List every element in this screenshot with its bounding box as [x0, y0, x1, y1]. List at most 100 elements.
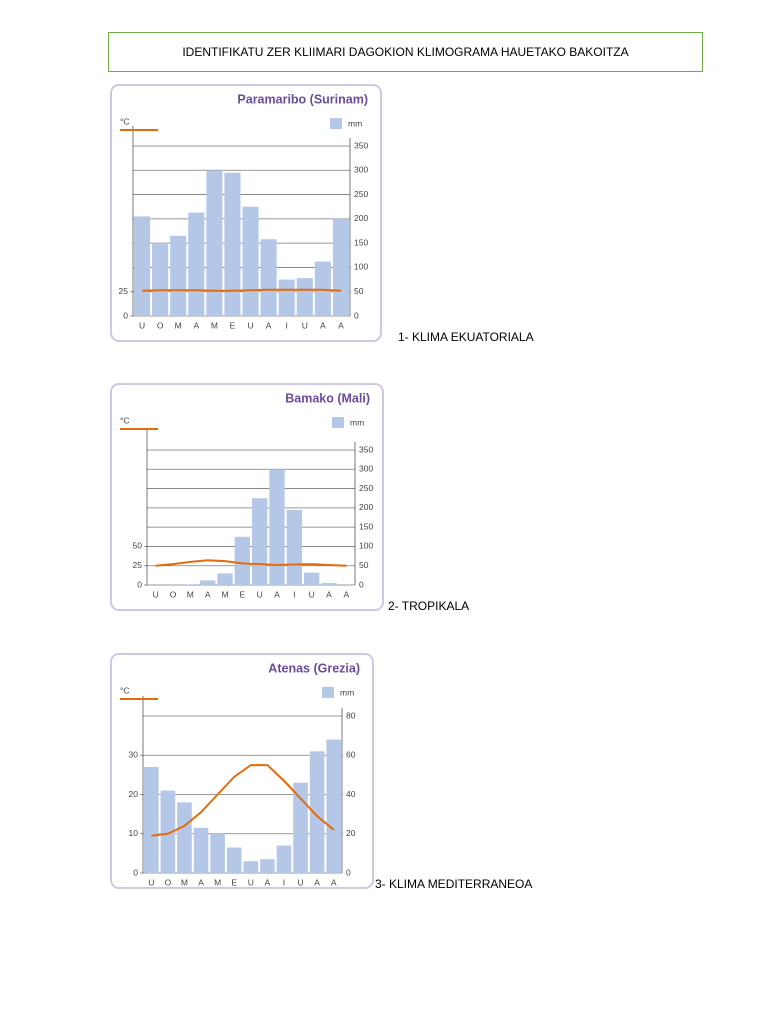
y-tick-label: 0 [123, 310, 128, 320]
bar [321, 583, 337, 585]
caption: 3- KLIMA MEDITERRANEOA [375, 877, 533, 891]
y2-tick-label: 150 [359, 521, 373, 531]
bar [152, 244, 169, 316]
x-tick-label: U [148, 877, 154, 887]
bar [332, 218, 349, 316]
chart: Bamako (Mali) 0 50 100 150 200 250 300 350 0 25 50 U… [110, 383, 384, 611]
bar [296, 278, 313, 316]
x-tick-label: A [193, 320, 199, 330]
x-tick-label: U [302, 320, 308, 330]
y-tick-label: 25 [119, 286, 129, 296]
bar [234, 536, 250, 585]
bar [242, 206, 259, 316]
y2-tick-label: 200 [359, 502, 373, 512]
bar [134, 216, 151, 316]
y2-tick-label: 0 [359, 579, 364, 589]
x-tick-label: M [214, 877, 221, 887]
legend-label: °C [120, 116, 130, 126]
y2-tick-label: 40 [346, 789, 356, 799]
x-tick-label: A [205, 589, 211, 599]
y2-tick-label: 350 [359, 444, 373, 454]
x-tick-label: A [274, 589, 280, 599]
x-tick-label: A [343, 589, 349, 599]
legend-label: mm [348, 118, 362, 128]
y-tick-label: 20 [129, 789, 139, 799]
y2-tick-label: 50 [359, 560, 369, 570]
x-tick-label: A [320, 320, 326, 330]
line [142, 288, 342, 292]
y-tick-label: 10 [129, 828, 139, 838]
x-tick-label: A [198, 877, 204, 887]
x-tick-label: A [331, 877, 337, 887]
caption: 1- KLIMA EKUATORIALA [398, 330, 534, 344]
caption: 2- TROPIKALA [388, 599, 470, 613]
x-tick-label: M [221, 589, 228, 599]
line [151, 764, 335, 837]
bar [206, 170, 223, 316]
x-tick-label: A [314, 877, 320, 887]
bar [144, 767, 159, 873]
bar [278, 279, 295, 316]
x-tick-label: A [326, 589, 332, 599]
x-tick-label: M [175, 320, 182, 330]
bar [260, 239, 277, 316]
bar [260, 859, 275, 873]
y2-tick-label: 0 [354, 310, 359, 320]
legend-label: mm [350, 417, 364, 427]
y2-tick-label: 80 [346, 710, 356, 720]
x-tick-label: E [231, 877, 237, 887]
bar [252, 498, 268, 585]
x-tick-label: E [230, 320, 236, 330]
bar [193, 827, 209, 873]
bar [160, 790, 176, 873]
y2-tick-label: 350 [354, 140, 368, 150]
y-tick-label: 30 [129, 750, 139, 760]
legend-swatch [322, 687, 334, 698]
y2-tick-label: 60 [346, 750, 356, 760]
x-tick-label: U [248, 877, 254, 887]
bar [182, 584, 198, 585]
x-tick-label: U [247, 320, 253, 330]
x-tick-label: E [239, 589, 245, 599]
y-tick-label: 50 [133, 541, 143, 551]
x-tick-label: U [139, 320, 145, 330]
legend-label: °C [120, 415, 130, 425]
bar [217, 573, 233, 585]
x-tick-label: A [266, 320, 272, 330]
x-tick-label: I [293, 589, 295, 599]
bar [326, 739, 341, 873]
y2-tick-label: 20 [346, 828, 356, 838]
bar [224, 172, 241, 316]
bar [188, 212, 205, 316]
x-tick-label: I [283, 877, 285, 887]
chart: Paramaribo (Surinam)05010015020025030035… [110, 84, 382, 342]
legend-label: °C [120, 685, 130, 695]
bar [276, 845, 292, 873]
x-tick-label: O [170, 589, 177, 599]
frame [110, 383, 384, 611]
y2-tick-label: 200 [354, 213, 368, 223]
bar [210, 833, 225, 873]
y2-tick-label: 150 [354, 237, 368, 247]
bar [286, 509, 302, 585]
y2-tick-label: 0 [346, 867, 351, 877]
y2-tick-label: 300 [359, 464, 373, 474]
chart-title: Bamako (Mali) [285, 391, 370, 405]
bar [309, 751, 325, 873]
bar [226, 847, 242, 873]
x-tick-label: U [297, 877, 303, 887]
x-tick-label: A [265, 877, 271, 887]
x-tick-label: U [257, 589, 263, 599]
y2-tick-label: 300 [354, 165, 368, 175]
chart-title: Paramaribo (Surinam) [237, 92, 368, 106]
legend-swatch [330, 118, 342, 129]
y-tick-label: 0 [133, 867, 138, 877]
bar [293, 782, 308, 873]
bar [170, 235, 187, 316]
x-tick-label: O [165, 877, 172, 887]
bar [304, 572, 320, 585]
legend-label: mm [340, 687, 354, 697]
y2-tick-label: 100 [354, 262, 368, 272]
